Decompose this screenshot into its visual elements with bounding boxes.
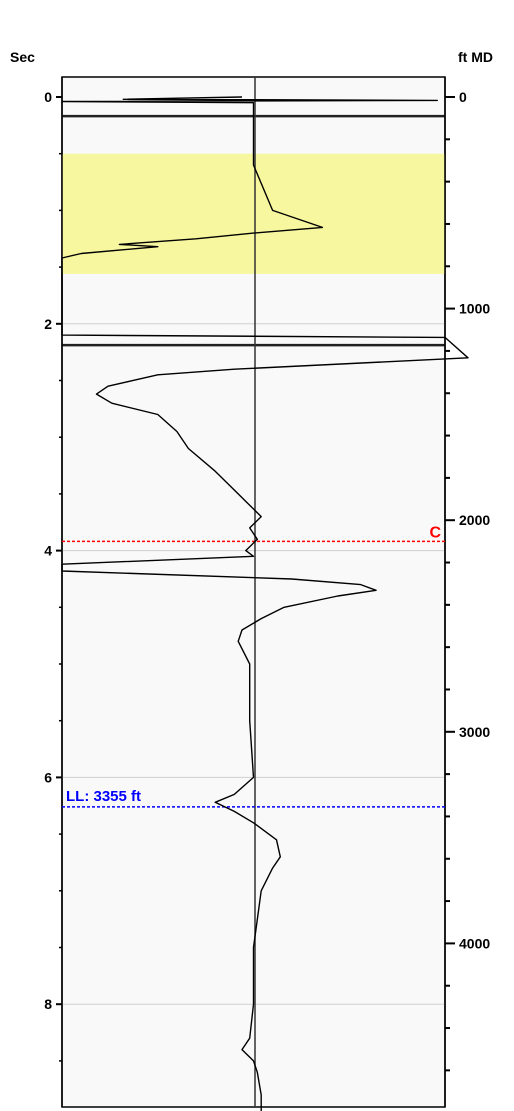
left-tick-label: 2 — [44, 316, 52, 332]
right-tick-label: 3000 — [459, 724, 490, 740]
annotation-label: LL: 3355 ft — [66, 788, 141, 805]
shaded-band — [62, 153, 445, 274]
left-tick-label: 4 — [44, 543, 52, 559]
plot-area: 0 2 4 6 8 0 1000 2000 3000 4000 C LL: 3355 ft — [44, 76, 490, 1111]
annotation-label: C — [429, 524, 441, 541]
right-tick-label: 0 — [459, 89, 467, 105]
right-tick-label: 1000 — [459, 301, 490, 317]
left-tick-label: 0 — [44, 89, 52, 105]
right-tick-label: 2000 — [459, 512, 490, 528]
right-tick-label: 4000 — [459, 935, 490, 951]
left-tick-label: 8 — [44, 996, 52, 1012]
series-line — [61, 96, 469, 1111]
right-axis-title: ft MD — [458, 49, 493, 65]
left-axis-title: Sec — [10, 49, 35, 65]
left-tick-label: 6 — [44, 769, 52, 785]
